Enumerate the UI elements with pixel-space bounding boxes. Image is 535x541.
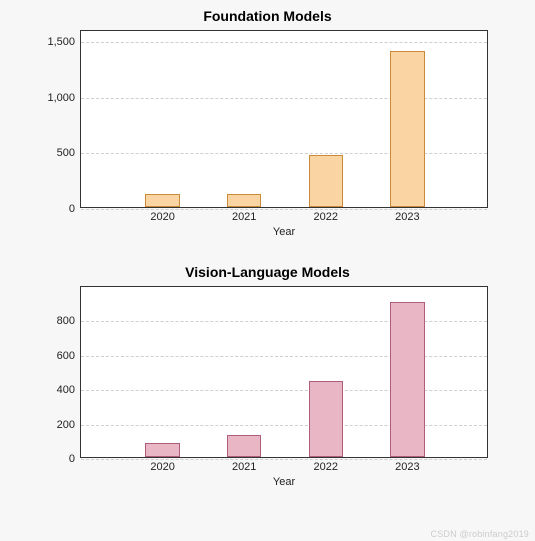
x-tick-label: 2022 bbox=[314, 457, 338, 473]
x-tick-label: 2020 bbox=[150, 457, 174, 473]
gridline bbox=[81, 153, 487, 154]
x-tick-label: 2022 bbox=[314, 207, 338, 223]
bar bbox=[309, 155, 343, 207]
bar bbox=[145, 194, 179, 207]
y-tick-label: 0 bbox=[69, 203, 81, 215]
gridline bbox=[81, 209, 487, 210]
x-axis-label-top: Year bbox=[273, 226, 295, 238]
chart-title-bottom: Vision-Language Models bbox=[16, 264, 519, 280]
x-tick-label: 2021 bbox=[232, 207, 256, 223]
y-tick-label: 1,000 bbox=[47, 92, 81, 104]
x-tick-label: 2020 bbox=[150, 207, 174, 223]
watermark-text: CSDN @robinfang2019 bbox=[431, 529, 530, 539]
x-tick-label: 2023 bbox=[395, 457, 419, 473]
gridline bbox=[81, 42, 487, 43]
y-tick-label: 600 bbox=[57, 350, 81, 362]
y-tick-label: 0 bbox=[69, 453, 81, 465]
y-tick-label: 500 bbox=[57, 147, 81, 159]
y-tick-label: 400 bbox=[57, 384, 81, 396]
y-tick-label: 200 bbox=[57, 419, 81, 431]
y-tick-label: 1,500 bbox=[47, 36, 81, 48]
bar bbox=[227, 194, 261, 207]
page: Foundation Models Number of Published Pa… bbox=[0, 0, 535, 541]
gridline bbox=[81, 425, 487, 426]
bar bbox=[145, 443, 179, 457]
x-tick-label: 2021 bbox=[232, 457, 256, 473]
x-axis-label-bottom: Year bbox=[273, 476, 295, 488]
panel-foundation-models: Foundation Models Number of Published Pa… bbox=[16, 8, 519, 242]
gridline bbox=[81, 390, 487, 391]
bar bbox=[390, 51, 424, 207]
gridline bbox=[81, 459, 487, 460]
gridline bbox=[81, 321, 487, 322]
plot-area-top: 05001,0001,5002020202120222023 bbox=[80, 30, 488, 208]
chart-title-top: Foundation Models bbox=[16, 8, 519, 24]
gridline bbox=[81, 356, 487, 357]
plot-area-bottom: 02004006008002020202120222023 bbox=[80, 286, 488, 458]
bar bbox=[227, 435, 261, 457]
bar bbox=[390, 302, 424, 457]
x-tick-label: 2023 bbox=[395, 207, 419, 223]
gridline bbox=[81, 98, 487, 99]
bar bbox=[309, 381, 343, 457]
y-tick-label: 800 bbox=[57, 315, 81, 327]
panel-vision-language-models: Vision-Language Models Number of Publish… bbox=[16, 264, 519, 492]
